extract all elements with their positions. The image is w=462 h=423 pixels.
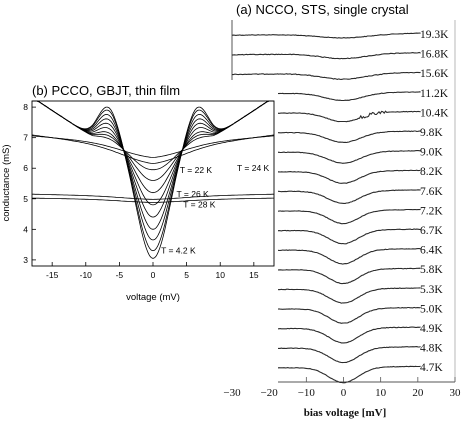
panel-b-x-ticks: -15 -10 -5 0 5 10 15 [46,262,259,280]
panel-b-title: (b) PCCO, GBJT, thin film [32,83,180,98]
panel-b-x-tick-label: -5 [116,270,124,280]
panel-a-x-tick-label: −20 [261,387,279,399]
panel-b-curve-26K [32,193,274,200]
panel-a-temp-label: 7.6K [420,186,443,198]
panel-b-y-tick-label: 5 [23,194,28,204]
panel-a-x-tick-label: 10 [375,387,387,399]
panel-b-temperature-annotation: T = 4.2 K [161,246,196,256]
panel-b-temperature-annotation: T = 26 K [177,189,210,199]
panel-b-y-ticks: 3 4 5 6 7 8 [23,102,36,265]
panel-a-temp-label: 4.9K [420,323,443,335]
panel-a-x-tick-label: 30 [450,387,462,399]
panel-a-temp-label: 9.8K [420,127,443,139]
panel-a-temp-label: 16.8K [420,49,449,61]
panel-a-x-axis-label: bias voltage [mV] [304,407,387,419]
panel-a-temp-label: 10.4K [420,107,449,119]
panel-b-x-tick-label: 5 [184,270,189,280]
panel-a-temp-label: 5.0K [420,303,443,315]
panel-b-curve-20K [32,100,274,171]
panel-a-curve-19.3K [231,32,421,39]
panel-b-x-tick-label: 10 [215,270,225,280]
panel-a-temp-label: 11.2K [420,88,449,100]
panel-a-curve-15.6K [232,71,421,80]
panel-b-y-tick-label: 7 [23,133,28,143]
panel-a-temp-label: 7.2K [420,205,443,217]
panel-a-temp-label: 5.8K [420,264,443,276]
panel-b-annotations: T = 22 K T = 24 K T = 26 KT = 28 K T = 4.2 … [161,163,270,256]
panel-b-background [0,80,278,386]
panel-a-x-tick-label: 20 [412,387,424,399]
panel-a-temp-label: 15.6K [420,68,449,80]
panel-b-y-tick-label: 4 [23,224,28,234]
panel-b-curves [31,100,275,259]
panel-a-title: (a) NCCO, STS, single crystal [236,2,409,17]
panel-a-curve-16.8K [231,51,421,60]
panel-b-y-tick-label: 3 [23,255,28,265]
panel-b-y-axis-label: conductance (mS) [1,144,12,221]
panel-b-x-tick-label: -10 [80,270,93,280]
panel-a-temp-label: 4.7K [420,362,443,374]
panel-a-temp-label: 19.3K [420,29,449,41]
panel-b-y-tick-label: 6 [23,163,28,173]
panel-b-temperature-annotation: T = 22 K [180,165,213,175]
panel-b-curve-24K [31,135,275,158]
panel-a-temp-label: 4.8K [420,343,443,355]
panel-a-temp-label: 6.7K [420,225,443,237]
panel-b-x-tick-label: -15 [46,270,59,280]
panel-a-x-tick-label: 0 [341,387,347,399]
panel-a-temp-label: 6.4K [420,245,443,257]
panel-a-temp-label: 9.0K [420,147,443,159]
panel-b-x-tick-label: 15 [249,270,259,280]
panel-a-temp-label: 8.2K [420,166,443,178]
panel-b-x-tick-label: 0 [151,270,156,280]
panel-b-y-tick-label: 8 [23,102,28,112]
panel-b-x-axis-label: voltage (mV) [126,292,180,303]
panel-a-temp-label: 5.3K [420,284,443,296]
panel-b-temperature-annotation: T = 24 K [237,163,270,173]
panel-a-x-ticks: −30 −20 −10 0 10 20 30 [223,377,461,399]
panel-b-curve-22K [31,134,275,165]
panel-b-temperature-annotation: T = 28 K [183,199,216,209]
panel-b-curve-28K [32,197,274,203]
panel-a-x-tick-label: −30 [223,387,241,399]
panel-a-temperature-labels: 19.3K 16.8K 15.6K 11.2K 10.4K 9.8K 9.0K 8.2K 7.6… [420,29,449,374]
panel-a-x-tick-label: −10 [298,387,316,399]
